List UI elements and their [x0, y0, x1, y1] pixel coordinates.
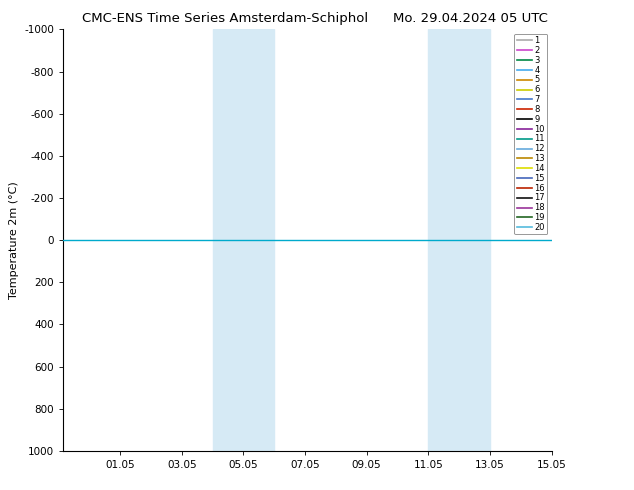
- Y-axis label: Temperature 2m (°C): Temperature 2m (°C): [9, 181, 19, 299]
- Text: CMC-ENS Time Series Amsterdam-Schiphol: CMC-ENS Time Series Amsterdam-Schiphol: [82, 12, 368, 25]
- Text: Mo. 29.04.2024 05 UTC: Mo. 29.04.2024 05 UTC: [393, 12, 548, 25]
- Bar: [212, 29, 275, 451]
- Bar: [429, 29, 490, 451]
- Legend: 1, 2, 3, 4, 5, 6, 7, 8, 9, 10, 11, 12, 13, 14, 15, 16, 17, 18, 19, 20: 1, 2, 3, 4, 5, 6, 7, 8, 9, 10, 11, 12, 1…: [514, 34, 547, 234]
